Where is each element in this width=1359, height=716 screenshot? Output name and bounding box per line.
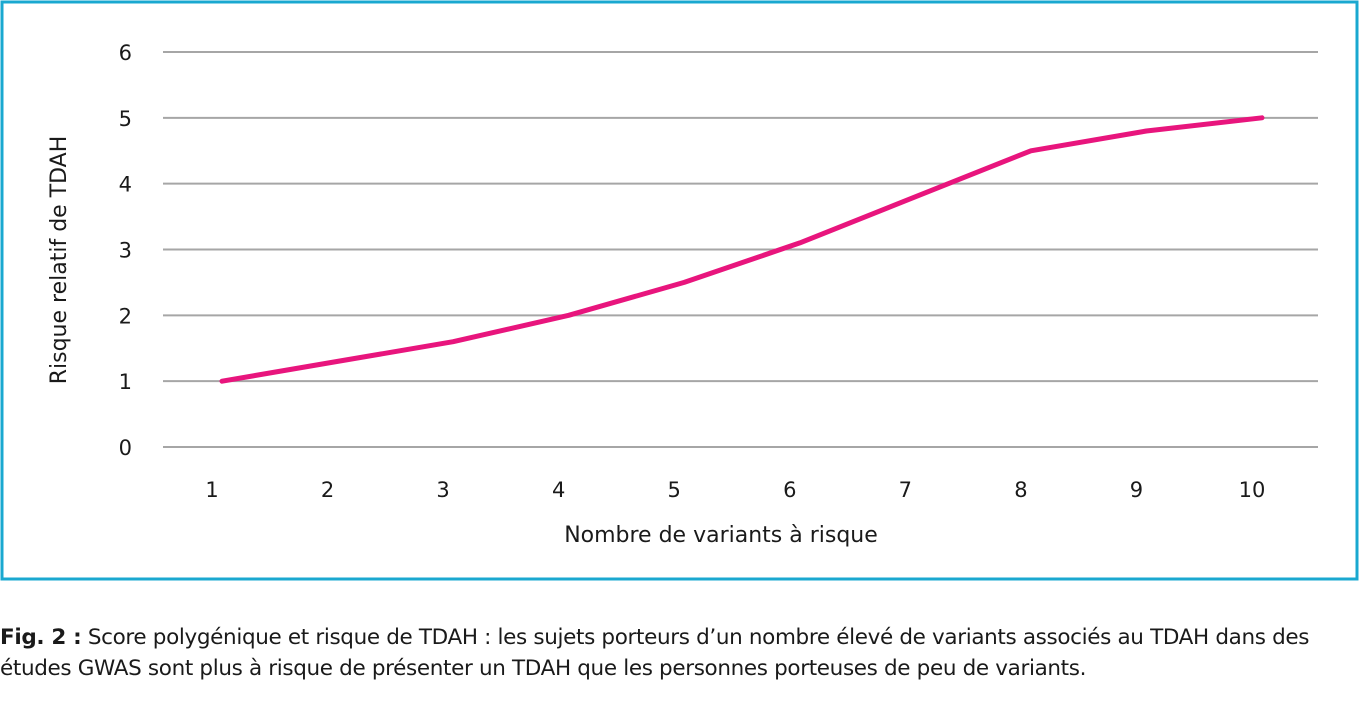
x-tick-label: 1: [205, 478, 218, 502]
data-point: [799, 242, 801, 244]
caption-text: Score polygénique et risque de TDAH : le…: [0, 625, 1310, 681]
x-tick-label: 5: [668, 478, 681, 502]
gridlines: [163, 51, 1318, 448]
chart-border: [0, 0, 1359, 581]
y-tick-label: 4: [119, 173, 132, 197]
y-tick-label: 1: [119, 370, 132, 394]
data-point: [1261, 117, 1263, 119]
x-axis-title: Nombre de variants à risque: [564, 523, 878, 548]
data-point: [1145, 130, 1147, 132]
series-lines: [219, 115, 1265, 384]
y-tick-label: 2: [119, 304, 132, 328]
x-tick-label: 3: [436, 478, 449, 502]
figure-caption: Fig. 2 : Score polygénique et risque de …: [0, 622, 1359, 684]
data-point: [568, 314, 570, 316]
chart-container: 0 1 2 3 4 5 6 1 2 3 4 5 6 7 8 9 10 Nombre de variants à…: [0, 0, 1359, 581]
x-tick-label: 6: [783, 478, 796, 502]
y-tick-label: 3: [119, 239, 132, 263]
data-point: [221, 380, 223, 382]
data-point: [452, 341, 454, 343]
y-tick-label: 0: [119, 436, 132, 460]
x-tick-label: 2: [321, 478, 334, 502]
x-tick-label: 8: [1014, 478, 1027, 502]
x-tick-label: 9: [1130, 478, 1143, 502]
data-point: [914, 196, 916, 198]
caption-label: Fig. 2 :: [0, 625, 82, 650]
x-tick-label: 4: [552, 478, 565, 502]
x-tick-labels: 1 2 3 4 5 6 7 8 9 10: [205, 478, 1265, 502]
y-tick-labels: 0 1 2 3 4 5 6: [119, 41, 132, 460]
x-tick-label: 7: [899, 478, 912, 502]
line-chart: 0 1 2 3 4 5 6 1 2 3 4 5 6 7 8 9 10 Nombre de variants à…: [0, 0, 1359, 581]
series-line-0: [219, 115, 1265, 384]
data-point: [337, 360, 339, 362]
data-point: [683, 281, 685, 283]
y-axis-title: Risque relatif de TDAH: [47, 136, 72, 385]
data-point: [1030, 150, 1032, 152]
x-tick-label: 10: [1239, 478, 1266, 502]
y-tick-label: 5: [119, 107, 132, 131]
y-tick-label: 6: [119, 41, 132, 65]
